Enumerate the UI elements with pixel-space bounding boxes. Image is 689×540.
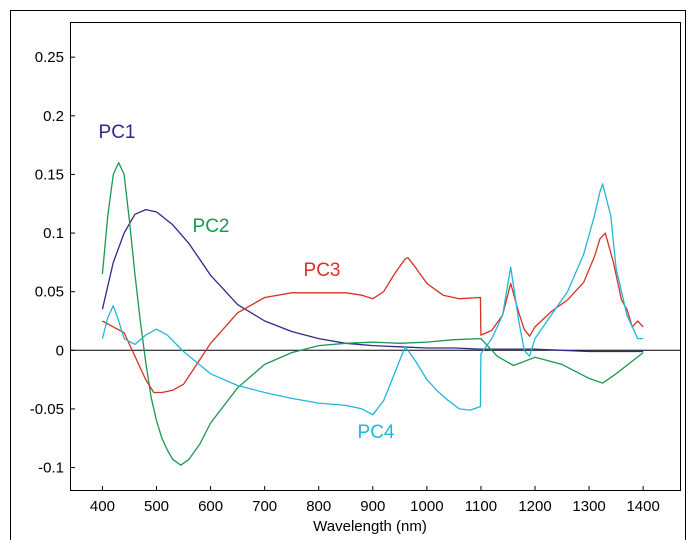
x-axis-title: Wavelength (nm)	[313, 518, 427, 535]
series-label-pc3: PC3	[304, 260, 341, 281]
series-label-pc1: PC1	[99, 122, 136, 143]
x-tick-label: 400	[90, 498, 115, 515]
series-label-pc2: PC2	[193, 216, 230, 237]
series-labels: PC1 PC2 PC3 PC4	[99, 122, 395, 443]
x-tick-label: 800	[306, 498, 331, 515]
y-tick-label: 0.1	[43, 225, 64, 242]
y-tick-label: 0	[56, 342, 64, 359]
y-tick-label: 0.15	[35, 166, 64, 183]
series-line-pc3	[102, 232, 644, 394]
x-tick-label: 1000	[410, 498, 443, 515]
series-line-pc2	[101, 162, 644, 466]
x-tick-label: 700	[252, 498, 277, 515]
y-axis: -0.1 -0.05 0 0.05 0.1 0.15 0.2 0.25	[30, 49, 75, 477]
plot-frame	[70, 22, 681, 491]
x-axis: 400 500 600 700 800 900 1000 1100 1200 1300 1400	[90, 486, 660, 515]
series-lines	[101, 162, 644, 466]
y-tick-label: 0.05	[35, 284, 64, 301]
x-tick-label: 600	[198, 498, 223, 515]
x-tick-label: 900	[360, 498, 385, 515]
x-tick-label: 500	[144, 498, 169, 515]
x-tick-label: 1400	[626, 498, 659, 515]
y-tick-label: -0.1	[38, 460, 64, 477]
x-tick-label: 1200	[518, 498, 551, 515]
x-tick-label: 1100	[465, 498, 497, 515]
figure-border	[10, 10, 686, 540]
series-line-pc1	[101, 208, 644, 353]
y-tick-label: 0.25	[35, 49, 64, 66]
series-label-pc4: PC4	[358, 422, 395, 443]
y-tick-label: -0.05	[30, 401, 64, 418]
x-tick-label: 1300	[572, 498, 605, 515]
series-line-pc4	[101, 183, 644, 416]
y-tick-label: 0.2	[43, 108, 64, 125]
